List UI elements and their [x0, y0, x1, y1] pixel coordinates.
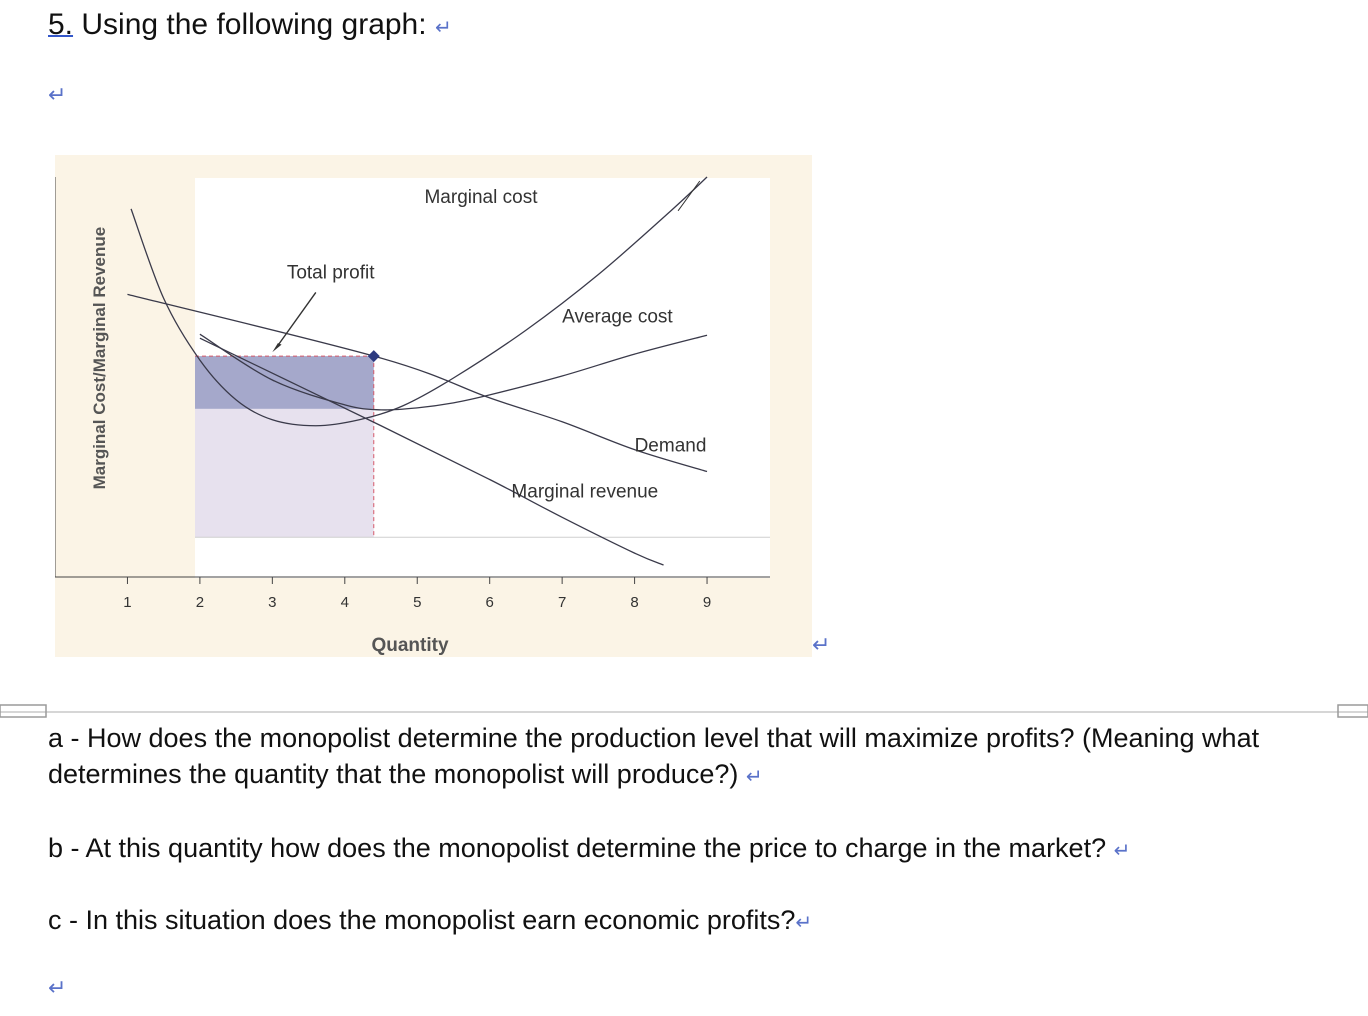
paragraph-mark-icon: ↵ [1113, 840, 1131, 862]
x-tick-label: 4 [341, 594, 349, 611]
x-tick-label: 1 [123, 594, 131, 611]
average-cost-curve [199, 333, 708, 411]
question-part-b-text: b - At this quantity how does the monopo… [48, 833, 1107, 863]
question-part-a: a - How does the monopolist determine th… [48, 720, 1348, 795]
demand-label: Demand [635, 436, 707, 457]
question-part-c-text: c - In this situation does the monopolis… [48, 905, 796, 935]
question-text: Using the following graph: [81, 8, 427, 41]
question-heading: 5. Using the following graph: ↵ [48, 8, 452, 42]
total-profit-arrowhead [272, 343, 282, 353]
x-tick-label: 2 [196, 594, 204, 611]
paragraph-mark-icon: ↵ [745, 766, 763, 788]
average-cost-label: Average cost [562, 306, 673, 327]
total-profit-area [195, 356, 374, 409]
marginal-revenue-label: Marginal revenue [511, 481, 658, 502]
paragraph-mark-icon: ↵ [48, 975, 67, 1000]
paragraph-mark-icon: ↵ [812, 632, 831, 657]
right-margin-marker [1337, 704, 1368, 718]
total-profit-label: Total profit [287, 263, 375, 284]
left-margin-marker [0, 704, 47, 718]
x-axis-label: Quantity [371, 635, 448, 656]
marginal-cost-curve [130, 176, 708, 427]
paragraph-mark-icon: ↵ [434, 17, 452, 39]
total-profit-arrow [275, 292, 317, 349]
x-tick-label: 3 [268, 594, 276, 611]
question-part-b: b - At this quantity how does the monopo… [48, 830, 1348, 869]
marginal-revenue-curve [199, 337, 664, 566]
question-part-a-text: a - How does the monopolist determine th… [48, 723, 1260, 789]
profit-max-point [367, 350, 380, 363]
y-axis-label: Marginal Cost/Marginal Revenue [90, 227, 109, 490]
question-part-c: c - In this situation does the monopolis… [48, 902, 1348, 941]
marginal-cost-leader [677, 180, 701, 212]
demand-curve [127, 293, 708, 473]
x-tick-label: 8 [630, 594, 638, 611]
page-break-divider [0, 704, 1368, 718]
paragraph-mark-icon: ↵ [48, 82, 67, 107]
x-tick-label: 5 [413, 594, 421, 611]
chart-canvas: −20002004006008001,0001,2001,4001,6001,8… [0, 155, 812, 657]
x-tick-label: 7 [558, 594, 566, 611]
paragraph-mark-icon: ↵ [795, 912, 813, 934]
marginal-cost-label: Marginal cost [424, 187, 538, 208]
x-tick-label: 9 [703, 594, 711, 611]
total-cost-area [195, 408, 374, 538]
monopoly-chart: −20002004006008001,0001,2001,4001,6001,8… [0, 155, 812, 657]
x-tick-label: 6 [486, 594, 494, 611]
question-number: 5. [48, 8, 74, 41]
